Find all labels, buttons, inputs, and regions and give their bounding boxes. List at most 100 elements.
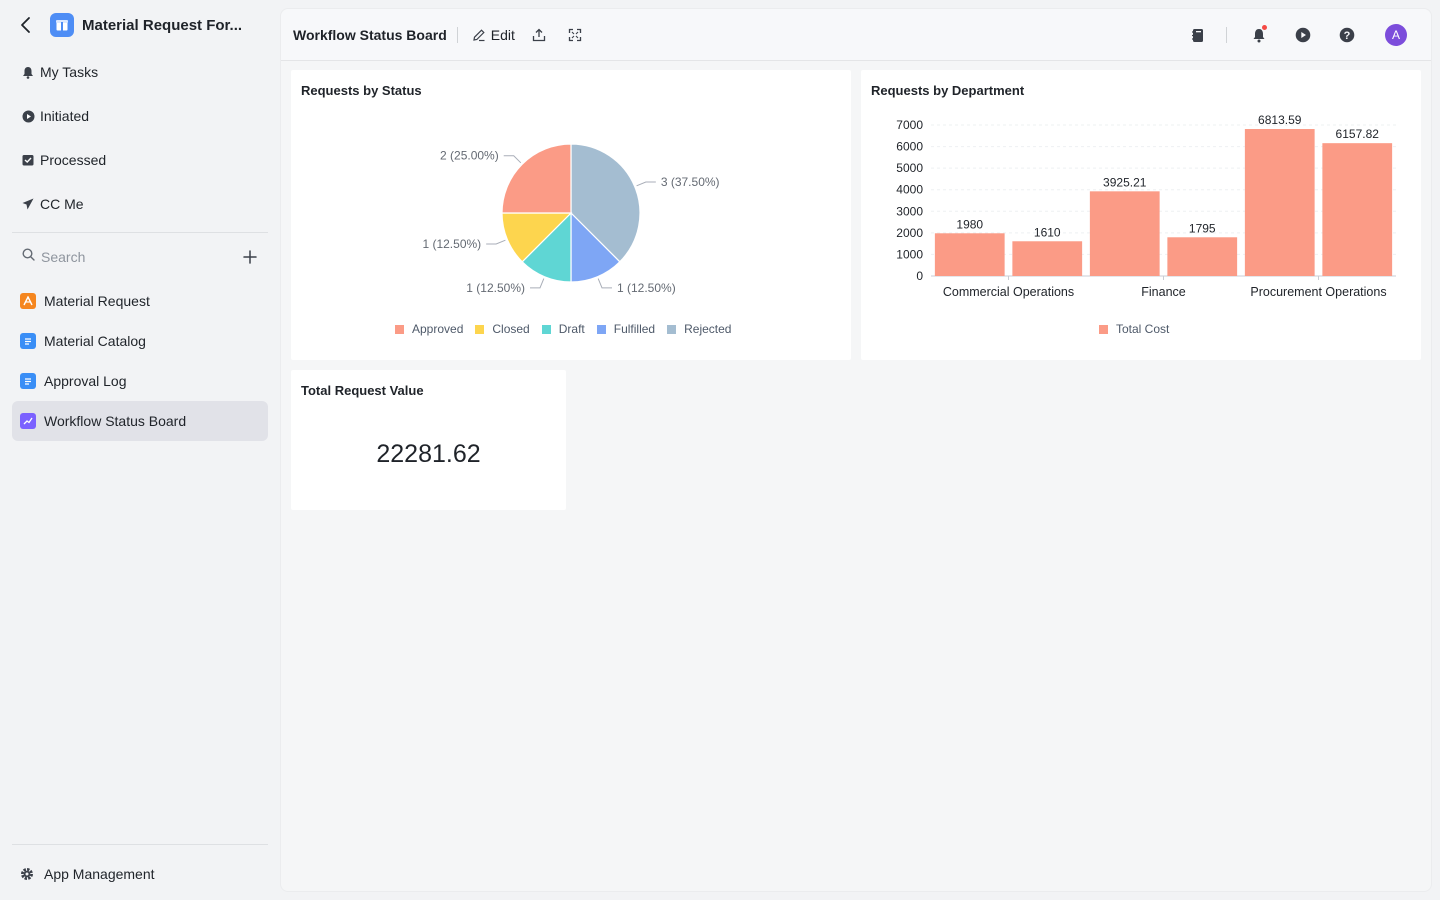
toolbar: Workflow Status Board Edit ?	[281, 9, 1431, 61]
legend-swatch	[667, 324, 677, 334]
y-tick-label: 5000	[896, 161, 923, 175]
legend-item-fulfilled[interactable]: Fulfilled	[596, 322, 656, 336]
legend-item-approved[interactable]: Approved	[395, 322, 463, 336]
add-page-button[interactable]	[238, 245, 262, 269]
legend-label: Total Cost	[1116, 322, 1170, 336]
pie-leader-line	[530, 278, 545, 289]
page-item-label: Workflow Status Board	[44, 413, 187, 429]
bar-data-label: 3925.21	[1103, 175, 1147, 189]
app-management-button[interactable]: App Management	[12, 858, 268, 890]
edit-label: Edit	[490, 26, 515, 43]
department-legend: Total Cost	[1099, 322, 1181, 336]
avatar[interactable]: A	[1385, 24, 1407, 46]
page-title: Workflow Status Board	[293, 26, 447, 43]
page-item-label: Approval Log	[44, 373, 127, 389]
pencil-icon	[473, 28, 485, 41]
total-value: 22281.62	[376, 440, 481, 468]
share-icon[interactable]	[527, 23, 551, 47]
bar[interactable]	[934, 233, 1005, 276]
y-tick-label: 7000	[896, 118, 923, 132]
y-tick-label: 2000	[896, 226, 923, 240]
fullscreen-icon[interactable]	[563, 23, 587, 47]
bar[interactable]	[1167, 237, 1238, 276]
bar-data-label: 1795	[1189, 221, 1216, 235]
status-legend: Approved Closed Draft Fulfilled Rejected	[395, 322, 743, 336]
nav-item-label: CC Me	[40, 196, 84, 212]
x-tick-label: Procurement Operations	[1250, 285, 1386, 299]
app-header: Material Request For...	[12, 10, 268, 40]
card-title: Requests by Status	[301, 83, 422, 98]
card-title: Total Request Value	[301, 383, 424, 398]
y-tick-label: 0	[916, 269, 923, 283]
bar-data-label: 1610	[1034, 225, 1061, 239]
nav-item-my-tasks[interactable]: My Tasks	[12, 50, 268, 94]
bar-data-label: 6813.59	[1258, 113, 1302, 127]
bell-icon	[20, 64, 36, 80]
bar[interactable]	[1322, 143, 1393, 276]
toolbar-divider	[1226, 27, 1227, 43]
legend-item-draft[interactable]: Draft	[541, 322, 585, 336]
pie-leader-line	[503, 155, 522, 164]
page-item-label: Material Request	[44, 293, 150, 309]
bar[interactable]	[1012, 241, 1083, 276]
nav-item-cc-me[interactable]: CC Me	[12, 182, 268, 226]
table-icon	[20, 333, 36, 349]
pie-data-label: 1 (12.50%)	[466, 281, 525, 295]
nav-item-initiated[interactable]: Initiated	[12, 94, 268, 138]
status-chart-card: Requests by Status 3 (37.50%) 1 (12.50%) 1…	[291, 70, 851, 360]
send-icon	[20, 196, 36, 212]
back-arrow-icon[interactable]	[12, 11, 40, 39]
page-item-workflow-status-board[interactable]: Workflow Status Board	[12, 401, 268, 441]
legend-label: Closed	[492, 322, 530, 336]
legend-swatch	[1099, 324, 1108, 334]
legend-label: Approved	[412, 322, 464, 336]
search-placeholder: Search	[41, 249, 86, 265]
department-chart-card: Requests by Department 0 1000 2000 3000 4000…	[861, 70, 1421, 360]
sidebar-footer-divider	[12, 844, 268, 845]
bar-data-label: 1980	[956, 217, 983, 231]
legend-swatch	[596, 324, 606, 334]
pie-data-label: 1 (12.50%)	[422, 237, 481, 251]
nav-item-label: My Tasks	[40, 64, 99, 80]
gear-icon	[20, 867, 34, 881]
app-logo-icon	[50, 13, 74, 37]
legend-swatch	[395, 324, 404, 334]
app-title: Material Request For...	[82, 16, 243, 34]
page-item-approval-log[interactable]: Approval Log	[12, 361, 268, 401]
app-management-label: App Management	[44, 866, 155, 882]
pie-leader-line	[597, 278, 612, 289]
legend-item-closed[interactable]: Closed	[475, 322, 530, 336]
svg-text:?: ?	[1344, 30, 1351, 42]
bar[interactable]	[1244, 129, 1315, 276]
bar[interactable]	[1089, 191, 1160, 276]
page-item-label: Material Catalog	[44, 333, 146, 349]
notebook-icon[interactable]	[1186, 23, 1210, 47]
x-tick-label: Finance	[1141, 285, 1186, 299]
page-item-material-request[interactable]: Material Request	[12, 281, 268, 321]
play-icon[interactable]	[1291, 23, 1315, 47]
edit-button[interactable]: Edit	[472, 27, 515, 43]
status-pie-chart: 3 (37.50%) 1 (12.50%) 1 (12.50%) 1 (12.50%)…	[422, 143, 720, 295]
notification-bell-icon[interactable]	[1247, 23, 1271, 47]
pie-data-label: 1 (12.50%)	[617, 281, 676, 295]
pie-leader-line	[636, 181, 656, 187]
play-circle-icon	[20, 108, 36, 124]
nav-item-label: Processed	[40, 152, 107, 168]
pie-slice-approved[interactable]	[501, 143, 572, 214]
legend-label: Draft	[558, 322, 585, 336]
notification-dot	[1262, 25, 1267, 30]
pie-slice-rejected[interactable]	[570, 143, 641, 263]
search-input[interactable]: Search	[12, 240, 268, 274]
search-icon	[22, 248, 35, 266]
nav-item-processed[interactable]: Processed	[12, 138, 268, 182]
legend-swatch	[475, 324, 485, 334]
legend-label: Rejected	[684, 322, 732, 336]
legend-item-rejected[interactable]: Rejected	[667, 322, 731, 336]
legend-label: Fulfilled	[613, 322, 656, 336]
help-icon[interactable]: ?	[1335, 23, 1359, 47]
pie-data-label: 2 (25.00%)	[440, 149, 499, 163]
pie-data-label: 3 (37.50%)	[661, 175, 720, 189]
total-value-card: Total Request Value 22281.62	[291, 370, 566, 510]
page-item-material-catalog[interactable]: Material Catalog	[12, 321, 268, 361]
legend-item-total-cost[interactable]: Total Cost	[1099, 322, 1169, 336]
